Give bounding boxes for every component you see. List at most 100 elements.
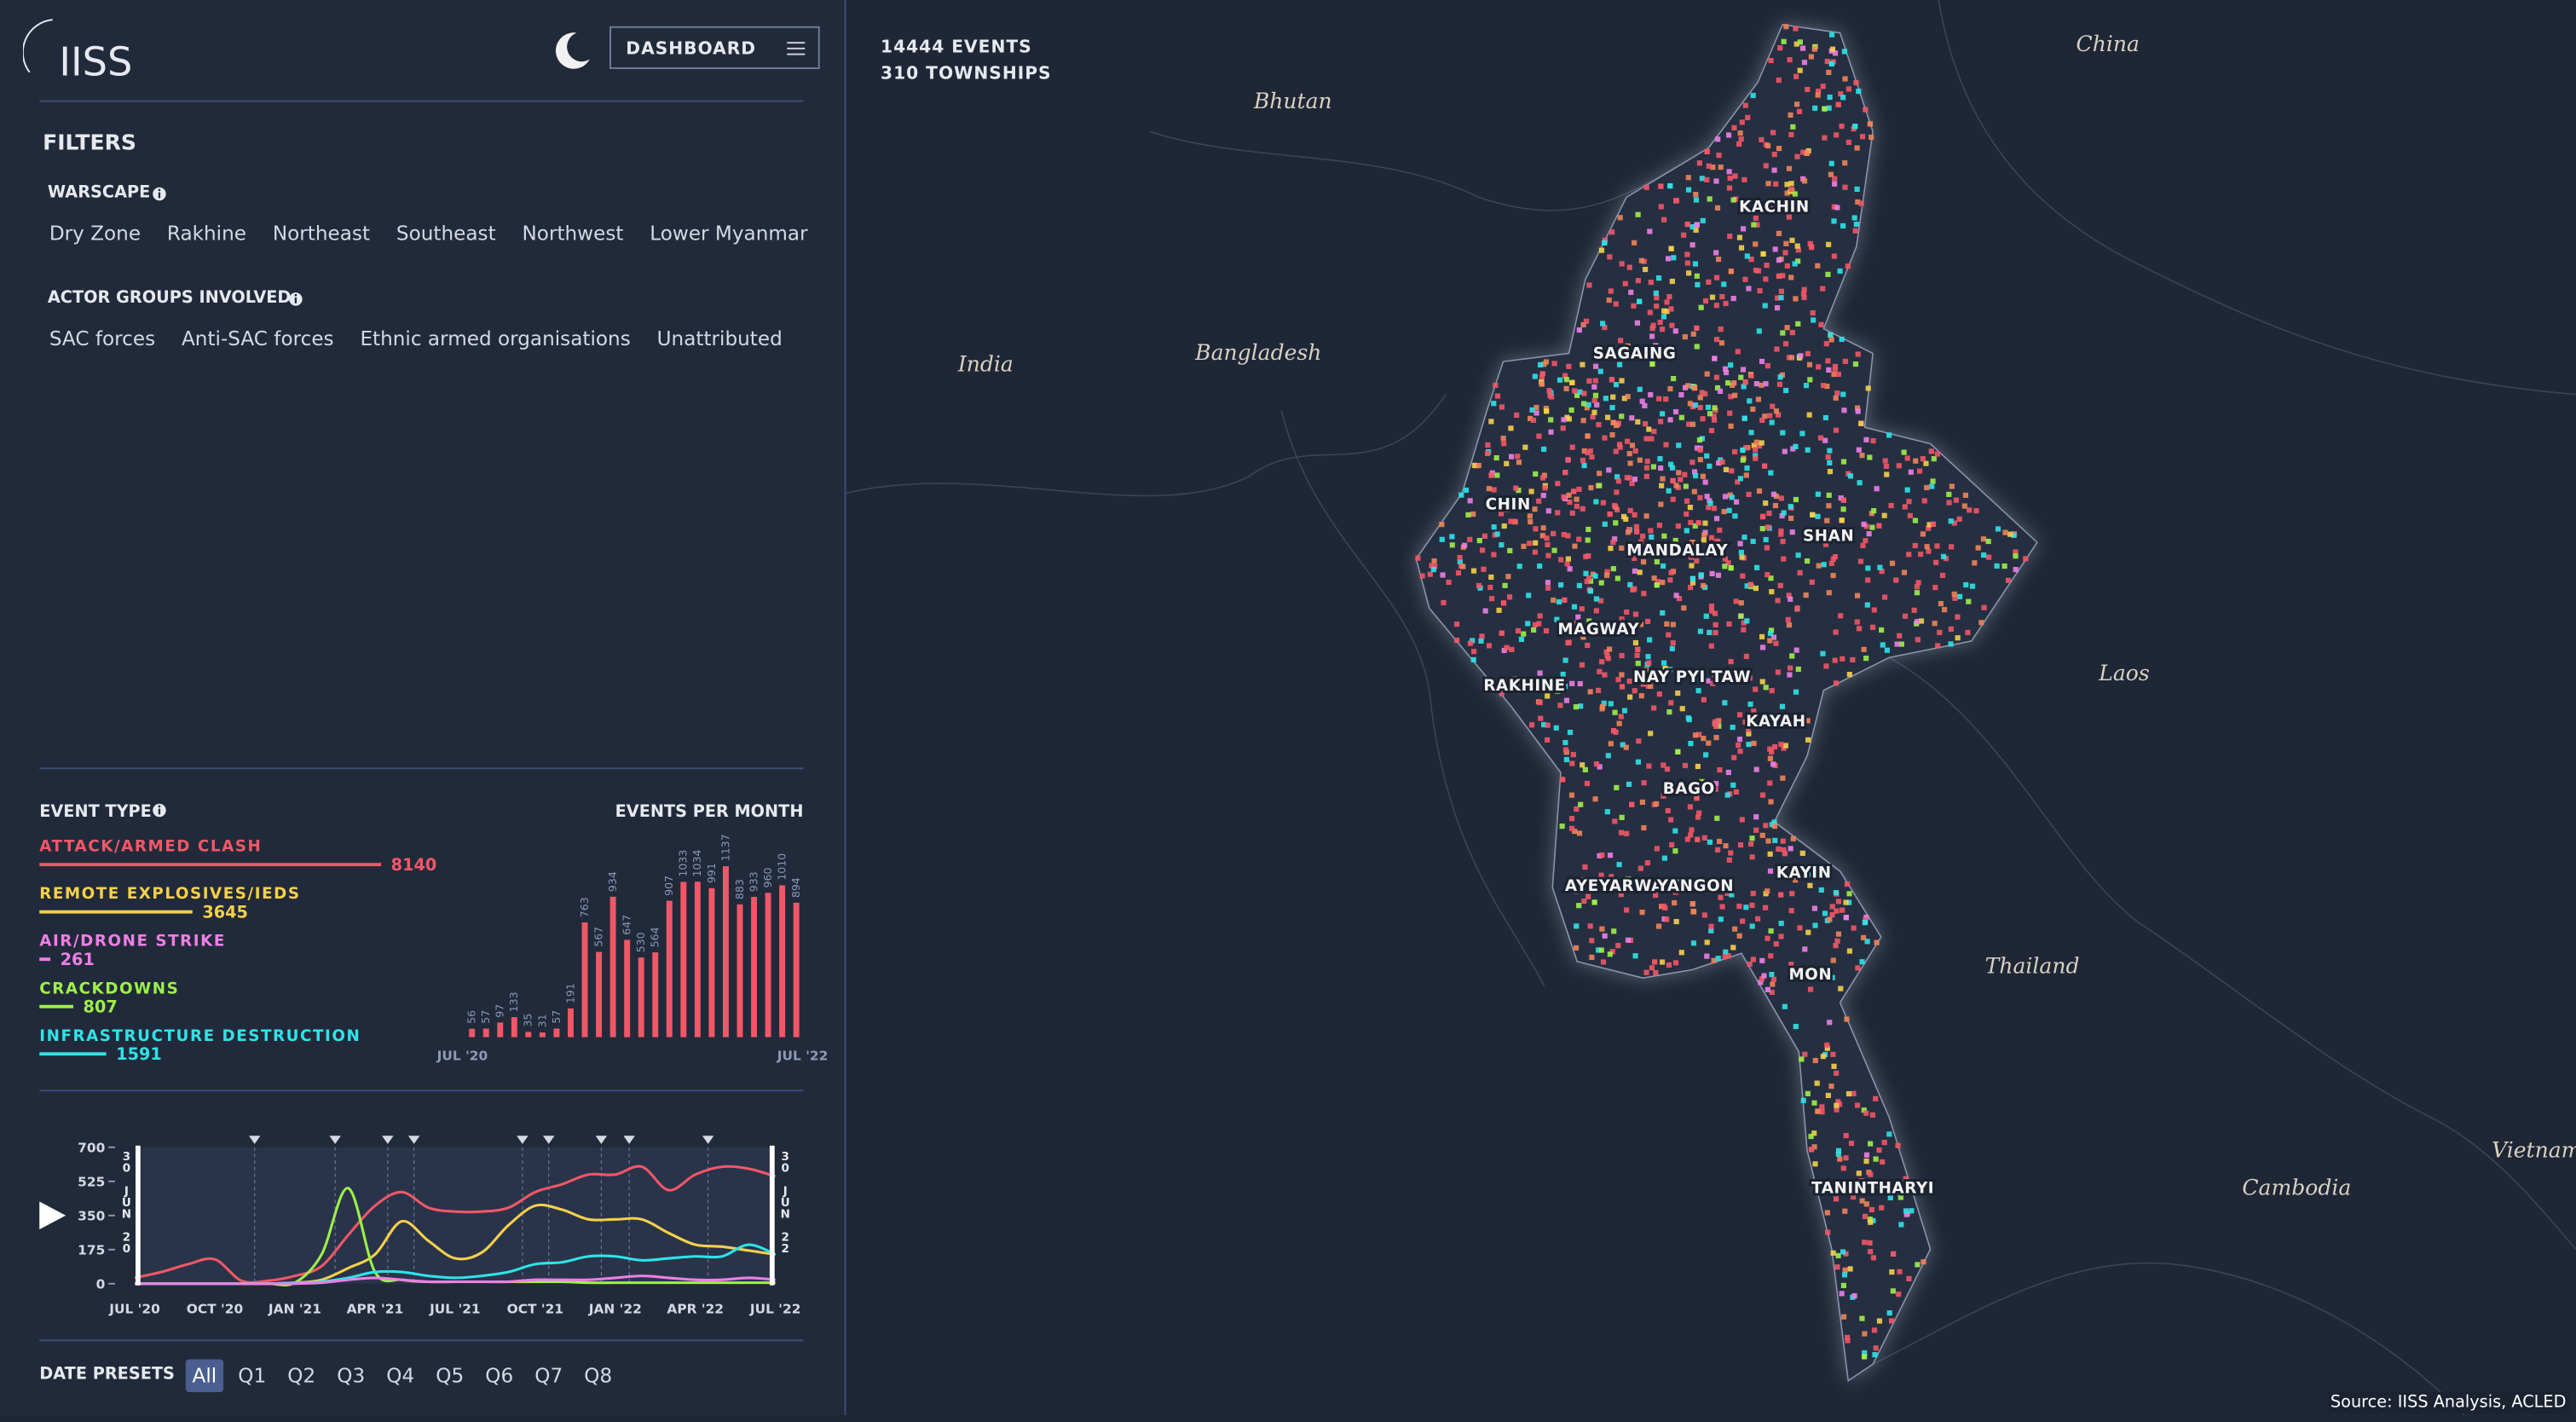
event-dot: [1669, 278, 1675, 285]
event-dot: [1665, 807, 1671, 814]
date-preset[interactable]: Q7: [534, 1364, 563, 1388]
date-preset[interactable]: Q8: [584, 1364, 613, 1388]
event-dot: [1707, 629, 1713, 635]
event-dot: [1470, 638, 1476, 644]
event-marker[interactable]: [407, 1136, 420, 1144]
filter-option[interactable]: Ethnic armed organisations: [360, 327, 631, 350]
event-dot: [1738, 549, 1744, 556]
event-dot: [1619, 413, 1625, 419]
event-dot: [1491, 524, 1497, 530]
event-dot: [1691, 909, 1697, 915]
event-marker[interactable]: [542, 1136, 555, 1144]
event-marker[interactable]: [702, 1136, 714, 1144]
event-type-name[interactable]: AIR/DRONE STRIKE: [39, 933, 226, 951]
event-dot: [1868, 1171, 1874, 1177]
filter-option[interactable]: Anti-SAC forces: [181, 327, 334, 350]
filter-option[interactable]: Southeast: [396, 222, 496, 246]
event-dot: [1737, 842, 1744, 848]
play-button[interactable]: [39, 1201, 66, 1230]
event-dot: [1576, 536, 1582, 542]
event-dot: [1694, 325, 1700, 332]
event-marker[interactable]: [382, 1136, 394, 1144]
filter-option[interactable]: Rakhine: [166, 222, 247, 246]
event-dot: [1862, 1240, 1868, 1246]
info-icon[interactable]: [153, 187, 166, 201]
event-dot: [1616, 361, 1623, 367]
event-dot: [1893, 577, 1899, 583]
event-dot: [1832, 50, 1839, 56]
filter-option[interactable]: Lower Myanmar: [650, 222, 808, 246]
event-dot: [1545, 552, 1551, 558]
event-marker[interactable]: [623, 1136, 635, 1144]
event-dot: [1870, 1217, 1876, 1223]
filter-option[interactable]: Northwest: [522, 222, 624, 246]
event-type-name[interactable]: REMOTE EXPLOSIVES/IEDS: [39, 885, 300, 903]
event-dot: [1574, 923, 1580, 929]
event-type-name[interactable]: ATTACK/ARMED CLASH: [39, 838, 262, 856]
event-dot: [1846, 948, 1853, 954]
date-preset[interactable]: Q5: [436, 1364, 465, 1388]
event-dot: [1738, 600, 1744, 606]
event-dot: [1822, 541, 1829, 547]
event-dot: [1948, 641, 1954, 647]
event-dot: [1830, 1051, 1836, 1057]
event-type-name[interactable]: INFRASTRUCTURE DESTRUCTION: [39, 1027, 361, 1045]
date-preset[interactable]: Q6: [485, 1364, 514, 1388]
date-preset[interactable]: Q1: [238, 1364, 267, 1388]
event-marker[interactable]: [595, 1136, 608, 1144]
menu-button[interactable]: DASHBOARD: [609, 26, 820, 69]
event-dot: [1615, 677, 1621, 683]
event-dot: [1744, 253, 1750, 259]
event-dot: [1600, 321, 1606, 327]
theme-toggle[interactable]: [551, 30, 593, 72]
event-dot: [1708, 643, 1714, 649]
event-marker[interactable]: [329, 1136, 341, 1144]
event-dot: [1930, 521, 1936, 527]
event-dot: [1737, 130, 1743, 136]
event-dot: [1704, 148, 1710, 155]
x-tick-label: JAN '22: [588, 1301, 642, 1316]
event-dot: [1595, 687, 1602, 693]
event-dot: [1739, 119, 1745, 125]
event-dot: [1608, 741, 1614, 747]
event-dot: [1591, 384, 1597, 390]
event-dot: [1661, 855, 1668, 861]
event-dot: [1632, 639, 1639, 646]
event-dot: [1597, 483, 1603, 488]
event-dot: [1637, 675, 1643, 681]
date-preset[interactable]: Q4: [386, 1364, 415, 1388]
event-dot: [1773, 408, 1780, 414]
bar-value-label: 31: [535, 1014, 548, 1027]
event-dot: [1693, 192, 1699, 198]
event-dot: [1419, 573, 1425, 579]
filter-option[interactable]: Dry Zone: [49, 222, 142, 246]
date-preset[interactable]: All: [185, 1359, 223, 1393]
event-dot: [1668, 569, 1674, 575]
event-dot: [1574, 392, 1580, 398]
range-handle[interactable]: [136, 1145, 141, 1286]
filter-option[interactable]: SAC forces: [49, 327, 156, 350]
y-tick-label: 525: [78, 1175, 105, 1190]
event-dot: [1765, 986, 1770, 992]
event-dot: [1980, 536, 1987, 542]
event-marker[interactable]: [248, 1136, 261, 1144]
range-handle[interactable]: [769, 1145, 775, 1286]
date-preset[interactable]: Q3: [337, 1364, 366, 1388]
event-dot: [1684, 511, 1689, 517]
event-dot: [1581, 898, 1587, 905]
event-dot: [1551, 361, 1557, 367]
event-dot: [1516, 503, 1522, 509]
event-dot: [1427, 571, 1433, 577]
filter-option[interactable]: Northeast: [272, 222, 371, 246]
event-marker[interactable]: [517, 1136, 528, 1144]
event-type-name[interactable]: CRACKDOWNS: [39, 980, 179, 997]
info-icon[interactable]: [289, 292, 303, 306]
event-dot: [1801, 178, 1808, 184]
event-dot: [1978, 620, 1984, 626]
event-dot: [1462, 542, 1468, 548]
event-dot: [1876, 1182, 1883, 1188]
filter-option[interactable]: Unattributed: [656, 327, 783, 350]
event-dot: [1463, 487, 1470, 494]
date-preset[interactable]: Q2: [287, 1364, 316, 1388]
info-icon[interactable]: [153, 803, 166, 818]
